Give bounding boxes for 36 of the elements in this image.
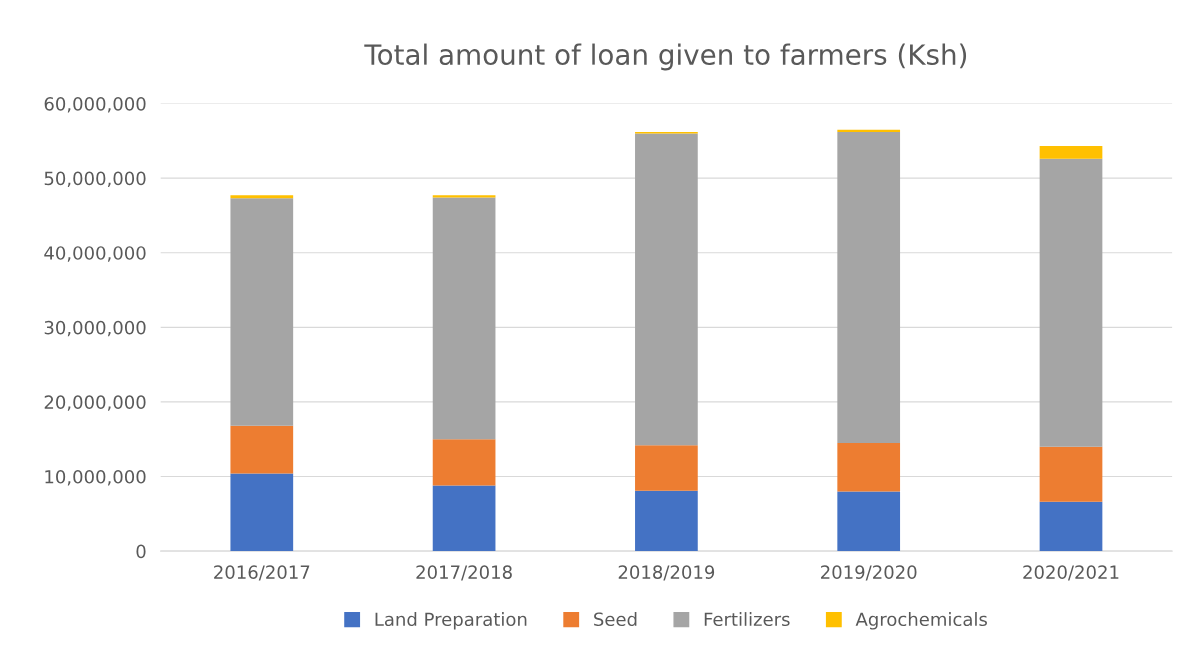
bar (635, 490, 698, 552)
bar (1039, 158, 1103, 447)
chart-title: Total amount of loan given to farmers (Ksh) (364, 43, 967, 71)
y-tick-label: 60,000,000 (44, 97, 146, 113)
x-tick-label: 2018/2019 (618, 565, 715, 581)
bar (837, 491, 901, 552)
bar (1039, 446, 1103, 502)
y-tick-label: 40,000,000 (44, 246, 146, 262)
x-tick-label: 2017/2018 (416, 565, 512, 581)
bar (230, 473, 294, 552)
legend-label: Land Preparation (375, 612, 527, 630)
bar (230, 198, 294, 426)
bar (837, 131, 901, 443)
y-tick-label: 10,000,000 (45, 469, 146, 486)
x-tick-label: 2019/2020 (821, 565, 917, 581)
bar (230, 195, 294, 199)
bar (837, 442, 901, 492)
bar (635, 133, 698, 446)
bar (432, 439, 496, 486)
y-tick-label: 20,000,000 (44, 395, 146, 411)
bar (230, 425, 294, 474)
y-tick-label: 0 (136, 544, 146, 559)
bar (432, 197, 496, 440)
bar (1039, 146, 1103, 159)
bar (837, 129, 901, 132)
legend-label: Agrochemicals (855, 612, 987, 630)
x-tick-label: 2016/2017 (214, 565, 310, 581)
bar (432, 485, 496, 552)
bar (635, 445, 698, 491)
bar (432, 195, 496, 198)
bar (1039, 501, 1103, 552)
x-tick-label: 2020/2021 (1023, 565, 1119, 581)
legend-label: Fertilizers (704, 612, 790, 627)
legend-label: Seed (594, 612, 637, 627)
y-tick-label: 50,000,000 (44, 171, 146, 188)
y-tick-label: 30,000,000 (44, 320, 146, 337)
